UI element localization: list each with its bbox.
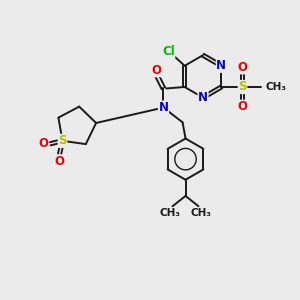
Text: Cl: Cl bbox=[162, 45, 175, 58]
Text: S: S bbox=[238, 80, 247, 94]
Text: O: O bbox=[151, 64, 161, 77]
Text: O: O bbox=[238, 100, 248, 113]
Text: O: O bbox=[238, 61, 248, 74]
Text: O: O bbox=[39, 137, 49, 150]
Text: S: S bbox=[58, 134, 67, 147]
Text: O: O bbox=[55, 155, 64, 168]
Text: N: N bbox=[158, 101, 168, 114]
Text: CH₃: CH₃ bbox=[190, 208, 211, 218]
Text: N: N bbox=[216, 59, 226, 72]
Text: N: N bbox=[198, 91, 208, 104]
Text: CH₃: CH₃ bbox=[160, 208, 181, 218]
Text: CH₃: CH₃ bbox=[265, 82, 286, 92]
